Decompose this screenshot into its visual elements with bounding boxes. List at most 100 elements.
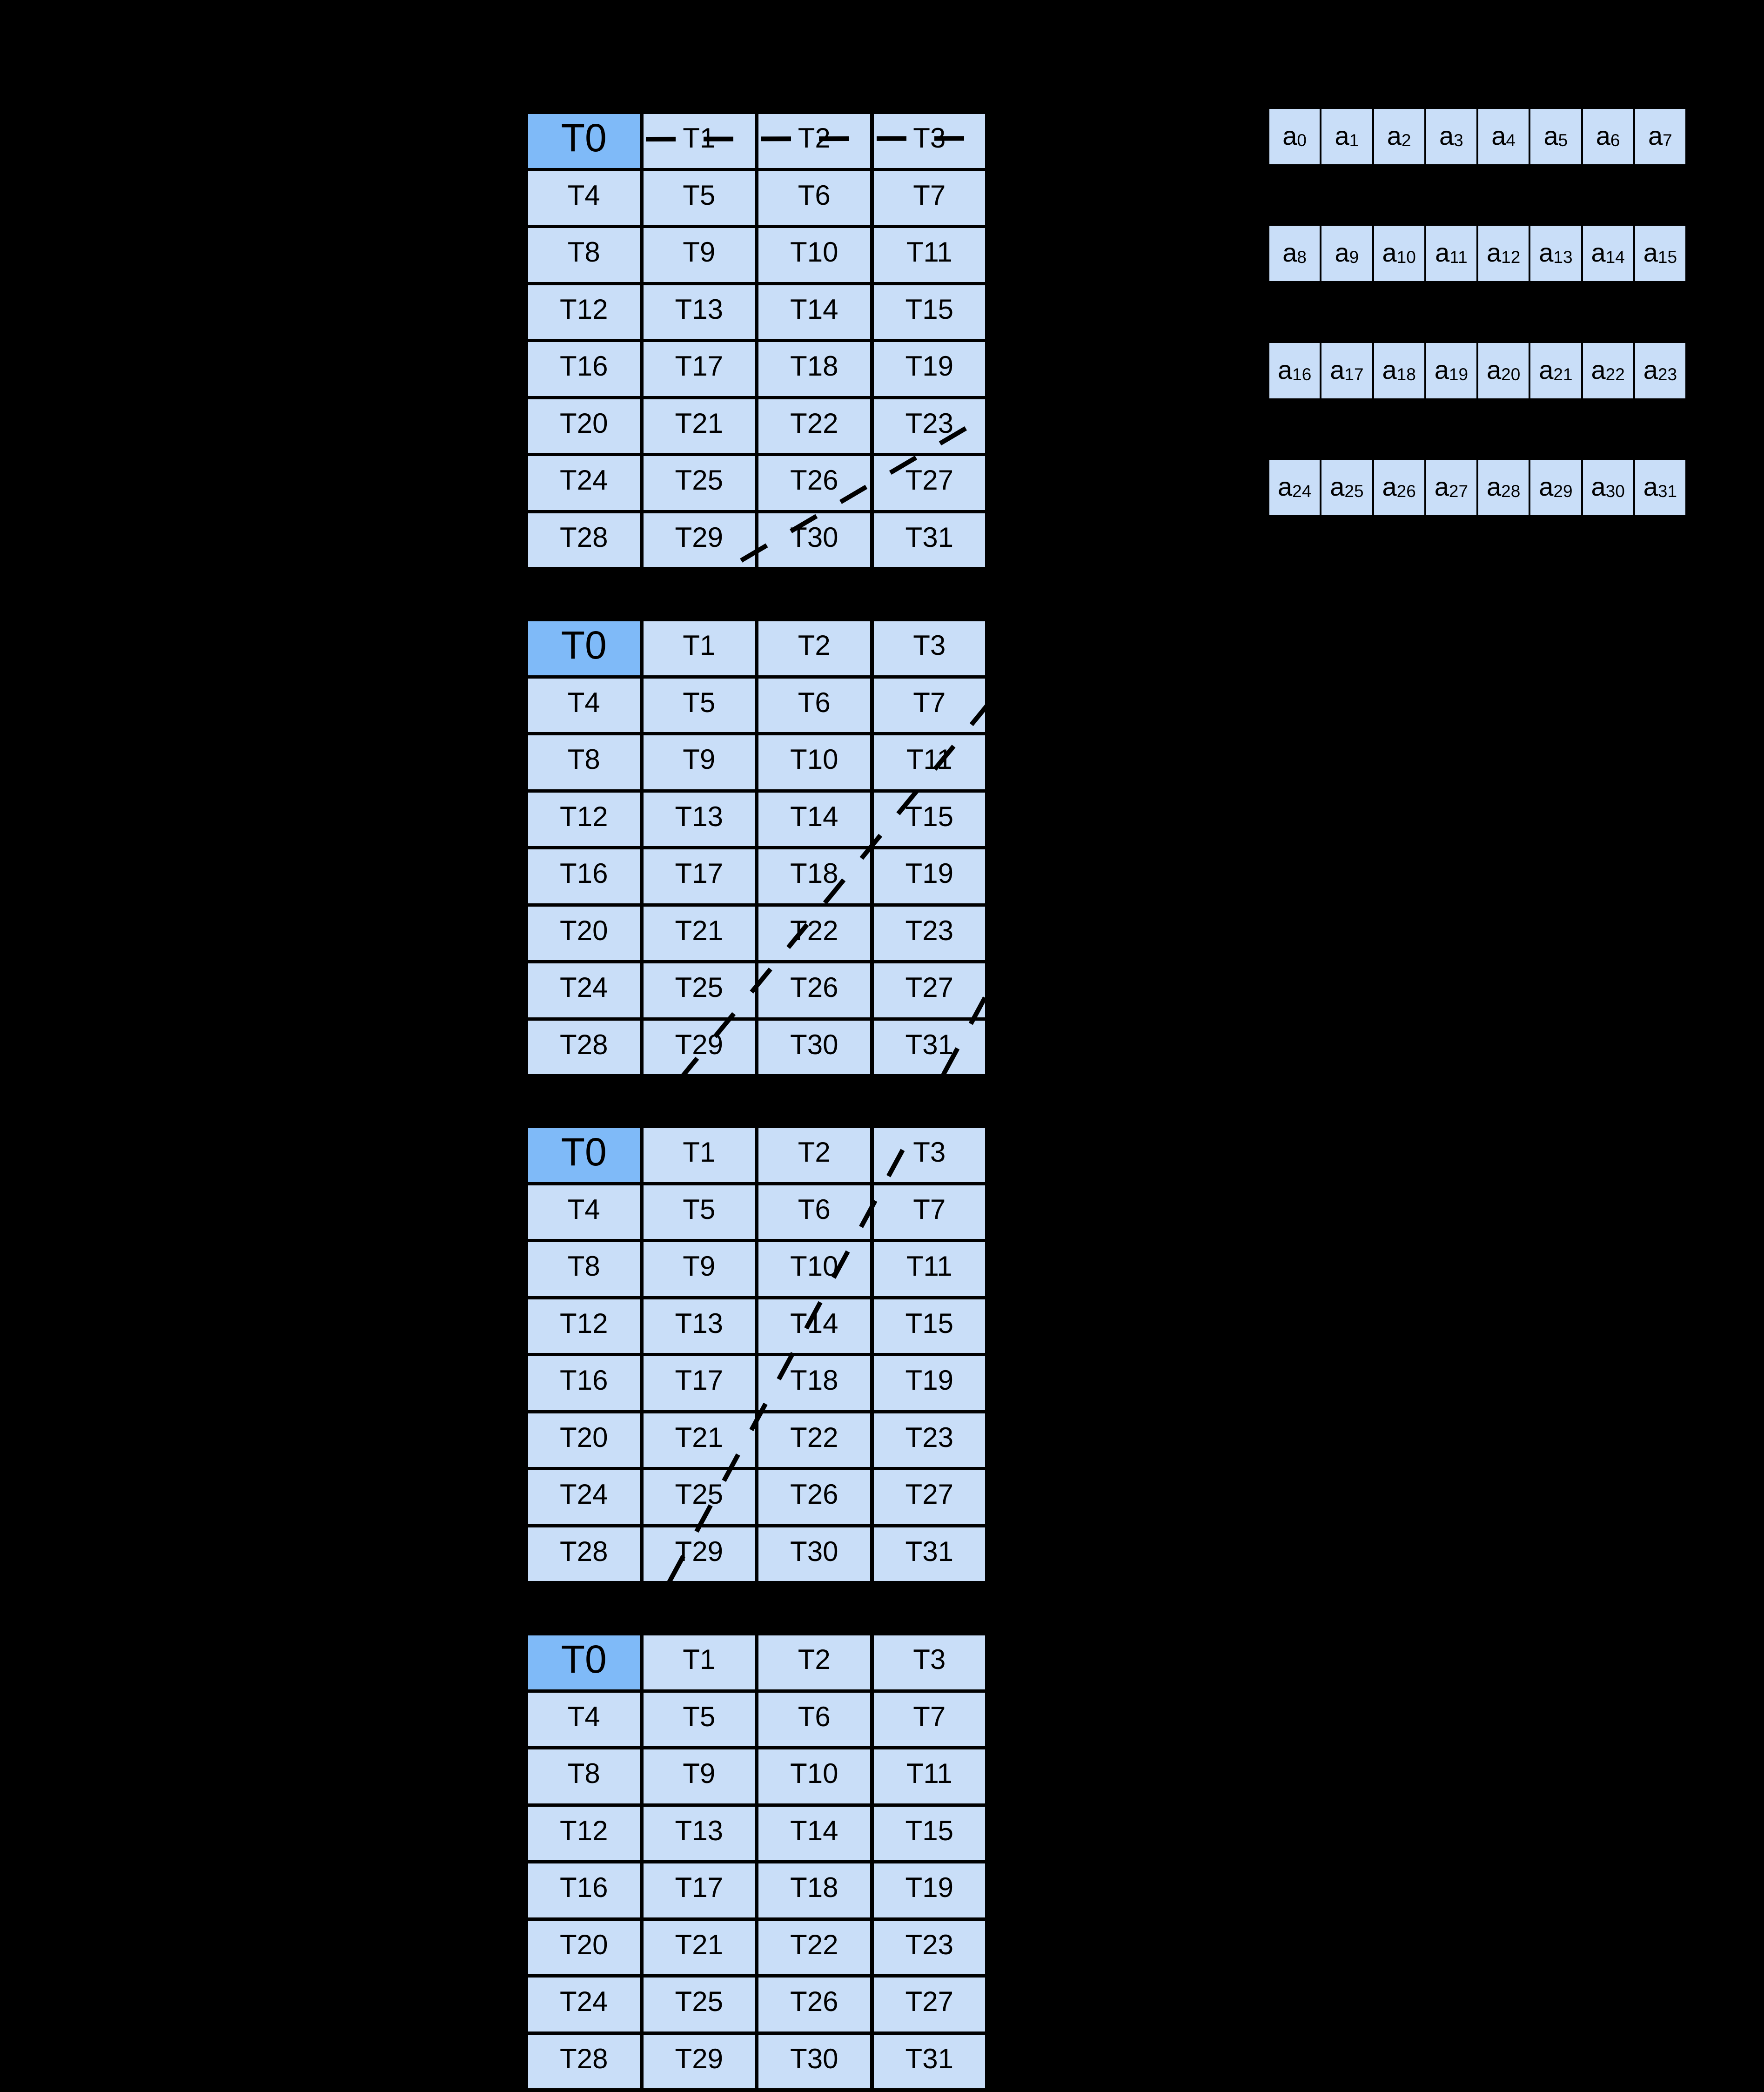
thread-cell-T29: T29 <box>643 1527 755 1581</box>
thread-cell-T16: T16 <box>528 342 640 396</box>
array-cell-subscript: 25 <box>1344 481 1364 501</box>
thread-cell-T12: T12 <box>528 285 640 339</box>
array-cell-subscript: 6 <box>1610 130 1620 150</box>
array-cell-base: a <box>1277 472 1293 501</box>
array-cell-subscript: 13 <box>1553 247 1573 267</box>
thread-cell-T13: T13 <box>643 792 755 846</box>
thread-cell-T11: T11 <box>873 1242 985 1296</box>
array-cell-base: a <box>1277 355 1293 384</box>
array-cell-subscript: 0 <box>1297 130 1307 150</box>
thread-cell-T0: T0 <box>528 114 640 168</box>
array-cell-subscript: 2 <box>1401 130 1411 150</box>
memory-array-row-a8-a15: a 8 a 9 a 10 a 11 a 12 a 13 a 14 a 15 <box>1268 224 1687 283</box>
array-cell-base: a <box>1591 472 1606 501</box>
thread-cell-T5: T5 <box>643 171 755 225</box>
array-cell-subscript: 26 <box>1396 481 1416 501</box>
thread-block-table-load-iteration-4: T0 T1 T2 T3 T4 T5 T6 T7 T8 T9 T10 T11 T12 T13 T14 T15 T1… <box>524 1632 989 2092</box>
thread-cell-T8: T8 <box>528 228 640 282</box>
array-cell-a13: a 13 <box>1530 226 1581 281</box>
thread-cell-T11: T11 <box>873 735 985 789</box>
array-cell-a17: a 17 <box>1321 343 1372 398</box>
thread-cell-T26: T26 <box>758 963 870 1017</box>
thread-cell-T21: T21 <box>643 906 755 960</box>
thread-cell-T7: T7 <box>873 678 985 732</box>
thread-cell-T20: T20 <box>528 906 640 960</box>
thread-cell-T31: T31 <box>873 1020 985 1074</box>
array-cell-subscript: 24 <box>1292 481 1312 501</box>
thread-cell-T14: T14 <box>758 792 870 846</box>
array-cell-base: a <box>1282 121 1297 150</box>
thread-cell-T29: T29 <box>643 2034 755 2088</box>
thread-cell-T7: T7 <box>873 1692 985 1746</box>
thread-cell-T1: T1 <box>643 621 755 675</box>
thread-cell-T6: T6 <box>758 1185 870 1239</box>
thread-cell-T4: T4 <box>528 678 640 732</box>
array-cell-subscript: 5 <box>1558 130 1568 150</box>
thread-cell-T1: T1 <box>643 114 755 168</box>
thread-cell-T30: T30 <box>758 2034 870 2088</box>
array-cell-subscript: 31 <box>1657 481 1677 501</box>
array-cell-a15: a 15 <box>1635 226 1685 281</box>
array-cell-base: a <box>1435 238 1450 267</box>
thread-cell-T17: T17 <box>643 1863 755 1917</box>
array-cell-a16: a 16 <box>1269 343 1320 398</box>
array-cell-a21: a 21 <box>1530 343 1581 398</box>
array-cell-base: a <box>1486 238 1502 267</box>
array-cell-a20: a 20 <box>1478 343 1529 398</box>
thread-cell-T18: T18 <box>758 1356 870 1410</box>
array-cell-subscript: 12 <box>1501 247 1521 267</box>
array-cell-a10: a 10 <box>1374 226 1424 281</box>
thread-cell-T18: T18 <box>758 849 870 903</box>
array-cell-base: a <box>1330 472 1345 501</box>
array-cell-subscript: 10 <box>1396 247 1416 267</box>
thread-cell-T23: T23 <box>873 1413 985 1467</box>
thread-cell-T13: T13 <box>643 1299 755 1353</box>
array-cell-a14: a 14 <box>1583 226 1633 281</box>
thread-cell-T15: T15 <box>873 285 985 339</box>
thread-cell-T4: T4 <box>528 1692 640 1746</box>
array-cell-a12: a 12 <box>1478 226 1529 281</box>
thread-cell-T28: T28 <box>528 1020 640 1074</box>
array-cell-base: a <box>1543 121 1558 150</box>
array-cell-subscript: 3 <box>1454 130 1463 150</box>
array-cell-a11: a 11 <box>1426 226 1476 281</box>
array-cell-subscript: 28 <box>1501 481 1521 501</box>
thread-cell-T0: T0 <box>528 1128 640 1182</box>
thread-cell-T11: T11 <box>873 1749 985 1803</box>
thread-cell-T24: T24 <box>528 456 640 510</box>
array-cell-subscript: 21 <box>1553 364 1573 384</box>
array-cell-subscript: 30 <box>1605 481 1625 501</box>
thread-cell-T21: T21 <box>643 1413 755 1467</box>
thread-cell-T30: T30 <box>758 1527 870 1581</box>
thread-cell-T12: T12 <box>528 1299 640 1353</box>
array-cell-a19: a 19 <box>1426 343 1476 398</box>
thread-cell-T28: T28 <box>528 2034 640 2088</box>
thread-cell-T20: T20 <box>528 399 640 453</box>
thread-cell-T28: T28 <box>528 513 640 567</box>
thread-cell-T8: T8 <box>528 1749 640 1803</box>
thread-cell-T14: T14 <box>758 1299 870 1353</box>
thread-cell-T1: T1 <box>643 1128 755 1182</box>
thread-cell-T30: T30 <box>758 513 870 567</box>
thread-cell-T5: T5 <box>643 1185 755 1239</box>
thread-cell-T0: T0 <box>528 1635 640 1689</box>
thread-cell-T13: T13 <box>643 1806 755 1860</box>
thread-cell-T26: T26 <box>758 1470 870 1524</box>
thread-cell-T5: T5 <box>643 678 755 732</box>
thread-cell-T23: T23 <box>873 906 985 960</box>
thread-cell-T9: T9 <box>643 1242 755 1296</box>
memory-array-row-a16-a23: a 16 a 17 a 18 a 19 a 20 a 21 a 22 a 23 <box>1268 341 1687 400</box>
thread-cell-T31: T31 <box>873 513 985 567</box>
thread-cell-T31: T31 <box>873 1527 985 1581</box>
thread-cell-T6: T6 <box>758 171 870 225</box>
array-cell-base: a <box>1486 472 1502 501</box>
array-cell-a26: a 26 <box>1374 460 1424 515</box>
array-cell-base: a <box>1539 355 1554 384</box>
array-cell-base: a <box>1335 238 1349 267</box>
array-cell-base: a <box>1282 238 1297 267</box>
thread-cell-T13: T13 <box>643 285 755 339</box>
